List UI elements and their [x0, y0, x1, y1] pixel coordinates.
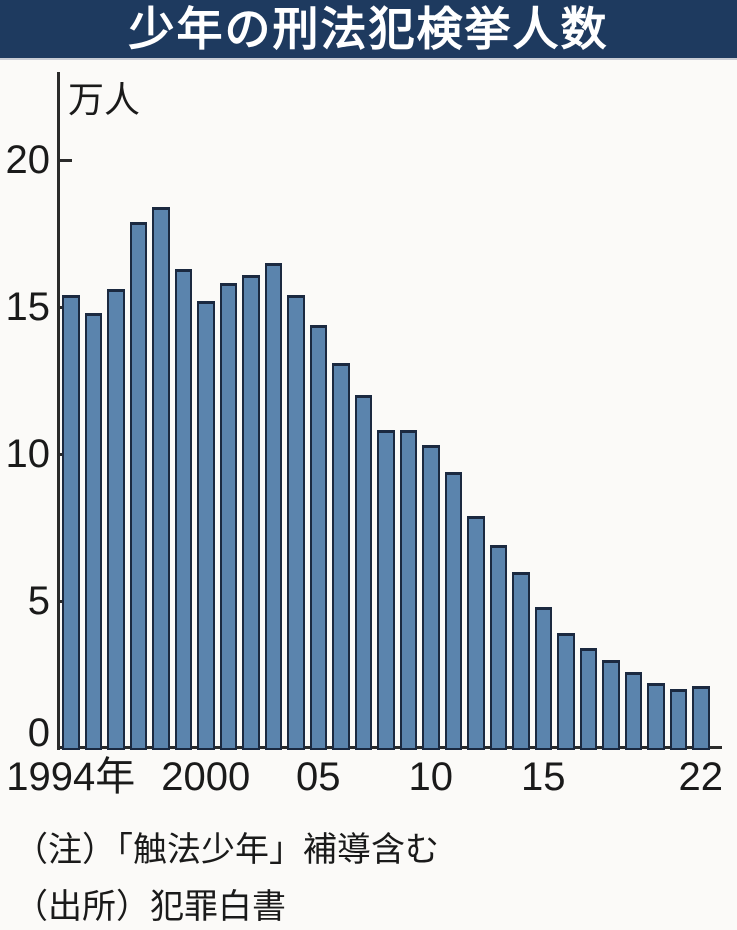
bar-1994	[62, 295, 80, 750]
bar-2013	[489, 545, 508, 750]
bar-2018	[602, 659, 620, 750]
bar-2021	[669, 689, 688, 750]
bar-2016	[557, 633, 575, 750]
x-tick-label-2005: 05	[296, 755, 341, 799]
bar-2006	[332, 362, 350, 750]
bar-1996	[107, 289, 125, 750]
bar-2019	[624, 671, 643, 750]
bar-2015	[534, 606, 553, 750]
bar-2012	[467, 515, 485, 750]
y-tick-20	[59, 158, 72, 162]
y-tick-label-20: 20	[5, 138, 51, 182]
source-line: （出所）犯罪白書	[14, 888, 286, 926]
bar-2004	[287, 295, 305, 750]
x-tick-label-2010: 10	[408, 755, 454, 799]
bar-2010	[422, 445, 440, 750]
x-tick-label-2022: 22	[678, 755, 724, 799]
x-tick-label-2000: 2000	[161, 755, 251, 799]
bar-2017	[579, 648, 598, 750]
footnotes: （注）「触法少年」補導含む （出所）犯罪白書	[14, 822, 439, 930]
bar-1995	[84, 312, 103, 750]
y-axis-unit-label: 万人	[68, 79, 141, 120]
note-line: （注）「触法少年」補導含む	[14, 831, 439, 869]
y-tick-label-15: 15	[5, 285, 51, 329]
bar-2022	[692, 686, 710, 750]
chart-title-bar: 少年の刑法犯検挙人数	[0, 0, 737, 60]
y-tick-label-5: 5	[27, 579, 50, 623]
bar-2001	[219, 283, 238, 750]
x-tick-label-1994: 1994年	[6, 755, 136, 799]
bar-1999	[174, 268, 193, 750]
chart-title: 少年の刑法犯検挙人数	[128, 3, 609, 55]
bar-2002	[242, 274, 260, 750]
x-tick-label-2015: 15	[521, 755, 566, 799]
bar-2014	[512, 571, 530, 750]
bar-2005	[309, 324, 328, 750]
bar-2003	[264, 262, 283, 750]
bar-1997	[129, 221, 148, 750]
y-axis	[57, 72, 60, 750]
bar-2009	[399, 430, 418, 750]
bar-2007	[354, 395, 373, 750]
bar-2008	[377, 430, 395, 750]
bar-2000	[197, 301, 215, 750]
y-tick-label-0: 0	[27, 711, 50, 755]
y-tick-label-10: 10	[5, 432, 51, 476]
bar-2020	[647, 683, 665, 750]
bar-1998	[152, 207, 170, 750]
bar-2011	[444, 471, 463, 750]
